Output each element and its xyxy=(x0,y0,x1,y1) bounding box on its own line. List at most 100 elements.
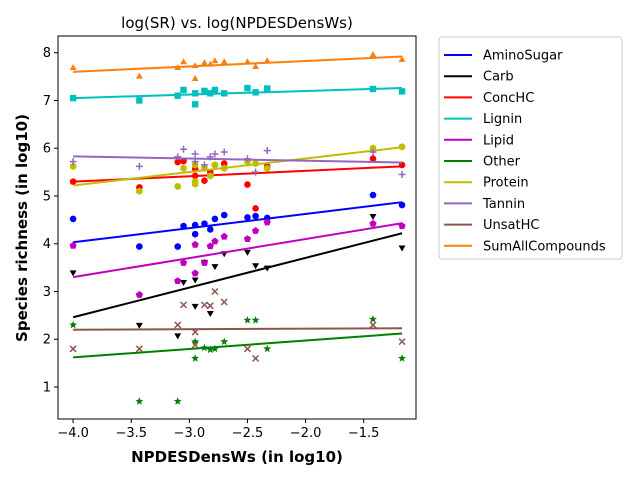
point-other xyxy=(206,345,215,354)
marker-stroke xyxy=(69,345,77,353)
point-other xyxy=(263,344,272,353)
point-protein xyxy=(180,164,187,172)
point-lipid xyxy=(191,240,199,248)
series-tannin xyxy=(69,145,406,178)
point-lipid xyxy=(174,277,182,285)
point-other xyxy=(369,314,377,323)
point-carb xyxy=(206,310,214,317)
point-tannin xyxy=(191,150,199,158)
point-conchc xyxy=(69,178,77,185)
point-aminosugar xyxy=(398,201,406,209)
legend-label-lipid: Lipid xyxy=(483,133,514,148)
point-unsathc xyxy=(252,354,260,362)
point-conchc xyxy=(369,155,377,163)
marker-stroke xyxy=(243,345,251,353)
fit-line-protein xyxy=(72,146,403,187)
point-other xyxy=(173,397,182,405)
point-conchc xyxy=(174,158,182,166)
marker-stroke xyxy=(211,287,219,296)
y-tick-label: 7 xyxy=(43,94,51,109)
marker-stroke xyxy=(180,301,188,309)
point-conchc xyxy=(220,160,228,167)
marker-stroke xyxy=(135,345,143,353)
marker-stroke xyxy=(191,341,199,349)
point-lipid xyxy=(200,259,209,266)
point-lignin xyxy=(180,86,187,94)
legend-item-lignin: Lignin xyxy=(444,112,522,127)
point-protein xyxy=(174,182,181,191)
legend-label-unsathc: UnsatHC xyxy=(483,218,539,233)
point-tannin xyxy=(69,158,77,166)
point-aminosugar xyxy=(174,243,182,250)
point-lipid xyxy=(251,227,260,234)
point-protein xyxy=(136,187,143,195)
point-unsathc xyxy=(220,298,228,306)
point-carb xyxy=(69,270,77,277)
series-other xyxy=(69,314,407,405)
point-sumallcompounds xyxy=(211,57,219,64)
point-unsathc xyxy=(398,338,406,346)
y-tick-label: 1 xyxy=(43,381,51,396)
legend-item-conchc: ConcHC xyxy=(444,91,534,106)
legend-frame xyxy=(438,36,623,260)
fit-line-aminosugar xyxy=(72,201,403,244)
legend-item-unsathc: UnsatHC xyxy=(444,218,539,233)
point-carb xyxy=(135,322,143,329)
point-carb xyxy=(244,249,251,256)
legend-label-conchc: ConcHC xyxy=(483,91,534,106)
x-tick-label: −3.5 xyxy=(115,426,147,441)
y-tick-label: 8 xyxy=(43,46,51,61)
x-axis: −4.0 −3.5 −3.0 −2.5 −2.0 −1.5 xyxy=(57,419,379,441)
legend-label-lignin: Lignin xyxy=(483,112,522,127)
point-conchc xyxy=(244,181,251,188)
point-other xyxy=(220,337,229,346)
point-sumallcompounds xyxy=(220,58,228,65)
point-unsathc xyxy=(69,345,77,353)
point-other xyxy=(251,315,260,324)
series-aminosugar xyxy=(69,191,406,250)
point-tannin xyxy=(180,145,188,153)
legend: AminoSugar Carb ConcHC Lignin Lipid Other Prot… xyxy=(438,36,623,260)
point-aminosugar xyxy=(369,191,377,199)
point-tannin xyxy=(200,161,208,169)
point-lipid xyxy=(135,291,143,298)
point-lipid xyxy=(179,259,188,266)
point-sumallcompounds xyxy=(191,74,199,81)
legend-label-other: Other xyxy=(483,155,521,170)
fit-line-unsathc xyxy=(73,327,403,331)
x-tick-label: −1.5 xyxy=(348,426,380,441)
point-lignin xyxy=(191,90,199,97)
point-lignin xyxy=(244,84,251,92)
plot-area xyxy=(69,51,407,405)
point-tannin xyxy=(252,168,260,176)
y-axis-title: Species richness (in log10) xyxy=(13,114,31,342)
y-tick-label: 3 xyxy=(43,285,51,300)
point-sumallcompounds xyxy=(398,55,406,62)
point-unsathc xyxy=(174,321,182,329)
point-carb xyxy=(191,277,199,284)
x-tick-label: −2.0 xyxy=(290,426,322,441)
fit-line-tannin xyxy=(73,155,403,164)
y-axis: 1 2 3 4 5 6 7 8 xyxy=(43,46,58,396)
y-tick-label: 4 xyxy=(43,237,51,252)
point-other xyxy=(191,354,200,362)
point-aminosugar xyxy=(206,226,214,233)
point-tannin xyxy=(211,150,219,158)
plot-frame xyxy=(57,35,417,420)
x-tick-label: −4.0 xyxy=(57,426,89,441)
point-other xyxy=(210,344,219,353)
point-carb xyxy=(211,264,219,271)
legend-label-sumallcompounds: SumAllCompounds xyxy=(483,239,606,254)
marker-stroke xyxy=(200,301,208,309)
point-aminosugar xyxy=(136,243,143,250)
point-carb xyxy=(174,333,182,340)
marker-stroke xyxy=(220,298,228,306)
point-carb xyxy=(398,245,406,252)
point-unsathc xyxy=(191,341,199,349)
point-lipid xyxy=(263,218,271,226)
point-lipid xyxy=(206,242,214,250)
point-aminosugar xyxy=(252,212,259,220)
point-tannin xyxy=(263,147,271,155)
marker-stroke xyxy=(252,354,260,362)
